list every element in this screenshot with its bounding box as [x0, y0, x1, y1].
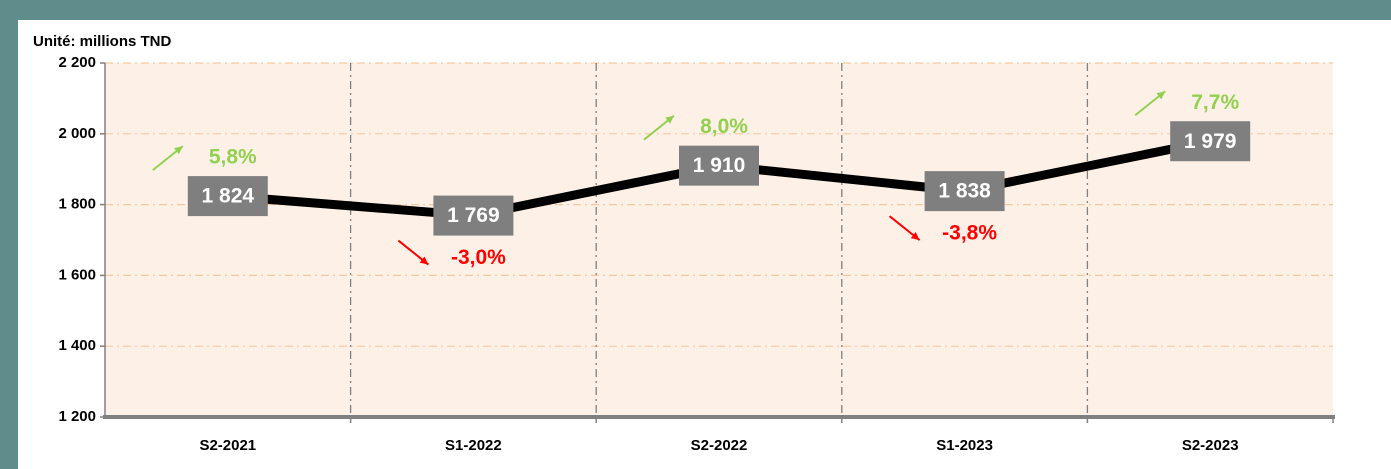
plot-area [105, 63, 1333, 417]
y-tick-label: 2 200 [58, 54, 96, 71]
value-label-box [679, 145, 759, 186]
value-label-box [187, 176, 268, 217]
y-tick-label: 1 800 [58, 196, 96, 213]
change-arrow-head [1156, 91, 1166, 100]
value-label-box [1170, 121, 1251, 162]
x-tick-label: S1-2022 [445, 437, 502, 454]
change-label: 7,7% [1191, 91, 1239, 114]
y-tick-label: 1 400 [58, 337, 96, 354]
x-tick-label: S2-2022 [691, 437, 748, 454]
change-arrow-head [419, 256, 429, 265]
value-label: 1 979 [1184, 130, 1237, 153]
y-tick-label: 1 200 [58, 408, 96, 425]
value-label-box [924, 171, 1005, 212]
change-label: 5,8% [209, 146, 257, 169]
y-tick-label: 2 000 [58, 125, 96, 142]
change-arrow-head [910, 232, 920, 241]
y-tick-label: 1 600 [58, 266, 96, 283]
change-arrow-head [174, 146, 183, 155]
value-label: 1 838 [938, 180, 991, 203]
x-tick-label: S2-2021 [199, 437, 256, 454]
change-label: -3,0% [451, 246, 506, 269]
value-label: 1 824 [202, 185, 255, 208]
x-tick-label: S2-2023 [1182, 437, 1239, 454]
change-label: 8,0% [700, 115, 748, 138]
x-tick-label: S1-2023 [936, 437, 993, 454]
value-label: 1 769 [447, 204, 500, 227]
change-label: -3,8% [942, 222, 997, 245]
change-arrow-head [665, 115, 674, 124]
value-label-box [433, 195, 514, 236]
chart-subtitle: Unité: millions TND [33, 33, 172, 50]
value-label: 1 910 [693, 154, 746, 177]
